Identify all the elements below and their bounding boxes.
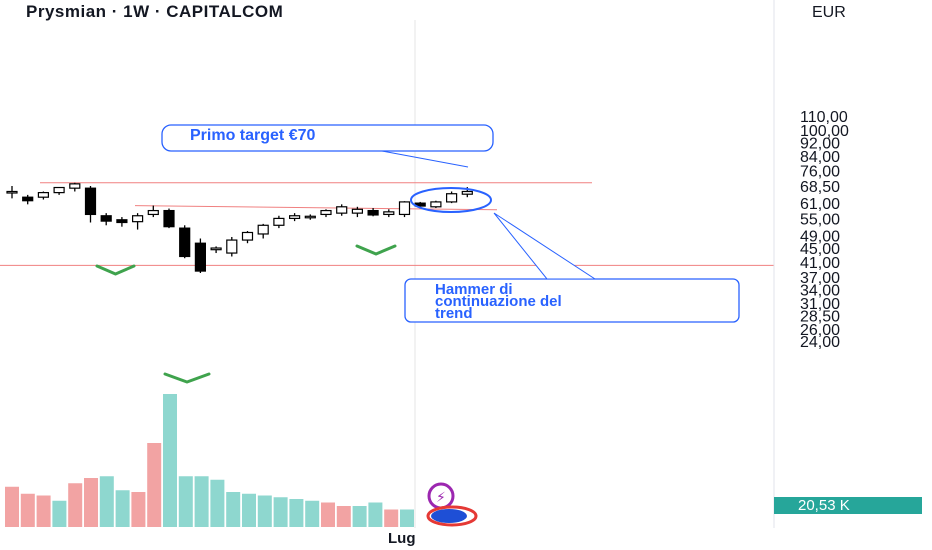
candle-body — [69, 183, 81, 189]
price-tick-label: 92,00 — [800, 135, 840, 152]
price-tick-label: 41,00 — [800, 255, 840, 272]
price-tick-label: 31,00 — [800, 296, 840, 313]
price-tick-label: 61,00 — [800, 196, 840, 213]
price-tick-label: 100,00 — [800, 123, 849, 140]
time-tick-label: Lug — [388, 530, 416, 547]
target-callout-box — [161, 124, 494, 152]
candle-body — [383, 211, 395, 216]
volume-bar — [273, 497, 288, 527]
candle-body — [461, 190, 473, 195]
price-tick-label: 68,50 — [800, 179, 840, 196]
candle-body — [367, 209, 379, 216]
volume-bar — [368, 502, 383, 527]
candle-body — [446, 193, 458, 203]
green-arrow-icon — [95, 264, 136, 276]
green-arrow-icon — [355, 244, 397, 256]
volume-bar — [336, 506, 351, 527]
price-tick-label: 28,50 — [800, 308, 840, 325]
price-axis: 110,00100,0092,0084,0076,0068,5061,0055,… — [773, 0, 849, 528]
volume-bar — [115, 490, 130, 527]
green-arrow-icon — [163, 372, 211, 384]
candle-body — [226, 239, 238, 254]
target-callout-pointer — [381, 150, 469, 168]
price-tick-label: 110,00 — [800, 109, 848, 126]
candle-body — [257, 224, 269, 235]
volume-bar — [242, 493, 256, 527]
candle-body — [132, 215, 144, 223]
price-tick-label: 84,00 — [800, 149, 840, 166]
candle-body — [430, 201, 442, 208]
hammer-callout-line-2: continuazione del — [435, 293, 562, 310]
trend-line — [134, 205, 498, 211]
volume-bar — [352, 506, 367, 527]
candle-body — [116, 219, 128, 224]
candle-body — [194, 242, 206, 272]
candle-body — [163, 209, 175, 228]
volume-bar — [99, 476, 114, 527]
candle-body — [100, 215, 112, 222]
volume-bar — [400, 509, 414, 527]
candle-layer — [6, 182, 473, 274]
hammer-callout-line-3: trend — [435, 305, 473, 322]
candle-body — [84, 187, 97, 216]
target-callout-text: Primo target €70 — [190, 127, 316, 144]
candle-body — [22, 196, 34, 202]
price-tick-label: 49,00 — [800, 228, 840, 245]
candle-body — [336, 206, 348, 214]
volume-bar — [321, 502, 335, 527]
volume-bar — [305, 500, 320, 527]
price-tick-label: 45,00 — [800, 241, 840, 258]
candle-body — [241, 231, 254, 241]
hammer-callout-text: Hammer di continuazione del trend — [435, 281, 562, 322]
volume-bar — [257, 495, 272, 527]
candle-body — [304, 215, 316, 219]
candle-body — [398, 201, 411, 216]
candle-body — [320, 209, 332, 216]
volume-layer — [5, 394, 414, 527]
volume-bar — [226, 492, 241, 527]
volume-bar — [131, 492, 146, 527]
volume-badge: 20,53 K — [774, 497, 922, 514]
volume-bar — [210, 479, 225, 527]
volume-bar — [84, 478, 98, 527]
volume-bar — [36, 495, 51, 527]
candle-body — [147, 209, 159, 216]
currency-label[interactable]: EUR — [812, 4, 846, 21]
price-tick-label: 55,00 — [800, 211, 840, 228]
volume-bar — [178, 476, 193, 527]
volume-bar — [68, 483, 83, 527]
volume-bar — [384, 509, 399, 527]
time-axis: Lug — [388, 530, 416, 547]
candle-body — [6, 190, 18, 194]
price-tick-label: 76,00 — [800, 164, 840, 181]
price-tick-label: 24,00 — [800, 334, 840, 351]
candle-body — [179, 227, 191, 258]
chart-title: Prysmian · 1W · CAPITALCOM — [26, 2, 284, 21]
volume-bar — [20, 493, 35, 527]
lightning-glyph-icon: ⚡ — [436, 490, 446, 506]
volume-bar — [147, 443, 162, 527]
candle-body — [289, 215, 301, 220]
hammer-highlight-circle — [410, 187, 492, 213]
volume-bar — [194, 476, 209, 527]
hammer-callout-pointer — [493, 212, 597, 280]
volume-bar — [289, 499, 304, 527]
candle-body — [273, 217, 285, 226]
price-tick-label: 34,00 — [800, 282, 840, 299]
volume-bar — [52, 500, 67, 527]
volume-bar — [5, 486, 19, 527]
line-layer — [0, 182, 774, 266]
candle-body — [37, 192, 50, 198]
candle-body — [351, 208, 363, 214]
price-tick-label: 26,00 — [800, 322, 840, 339]
price-tick-label: 37,00 — [800, 270, 840, 287]
volume-bar — [163, 394, 177, 527]
candle-body — [210, 247, 222, 251]
hammer-callout-line-1: Hammer di — [435, 281, 513, 298]
annotation-layer: ⚡ — [95, 124, 740, 527]
candle-body — [53, 186, 65, 194]
eu-flag-icon — [431, 509, 467, 523]
